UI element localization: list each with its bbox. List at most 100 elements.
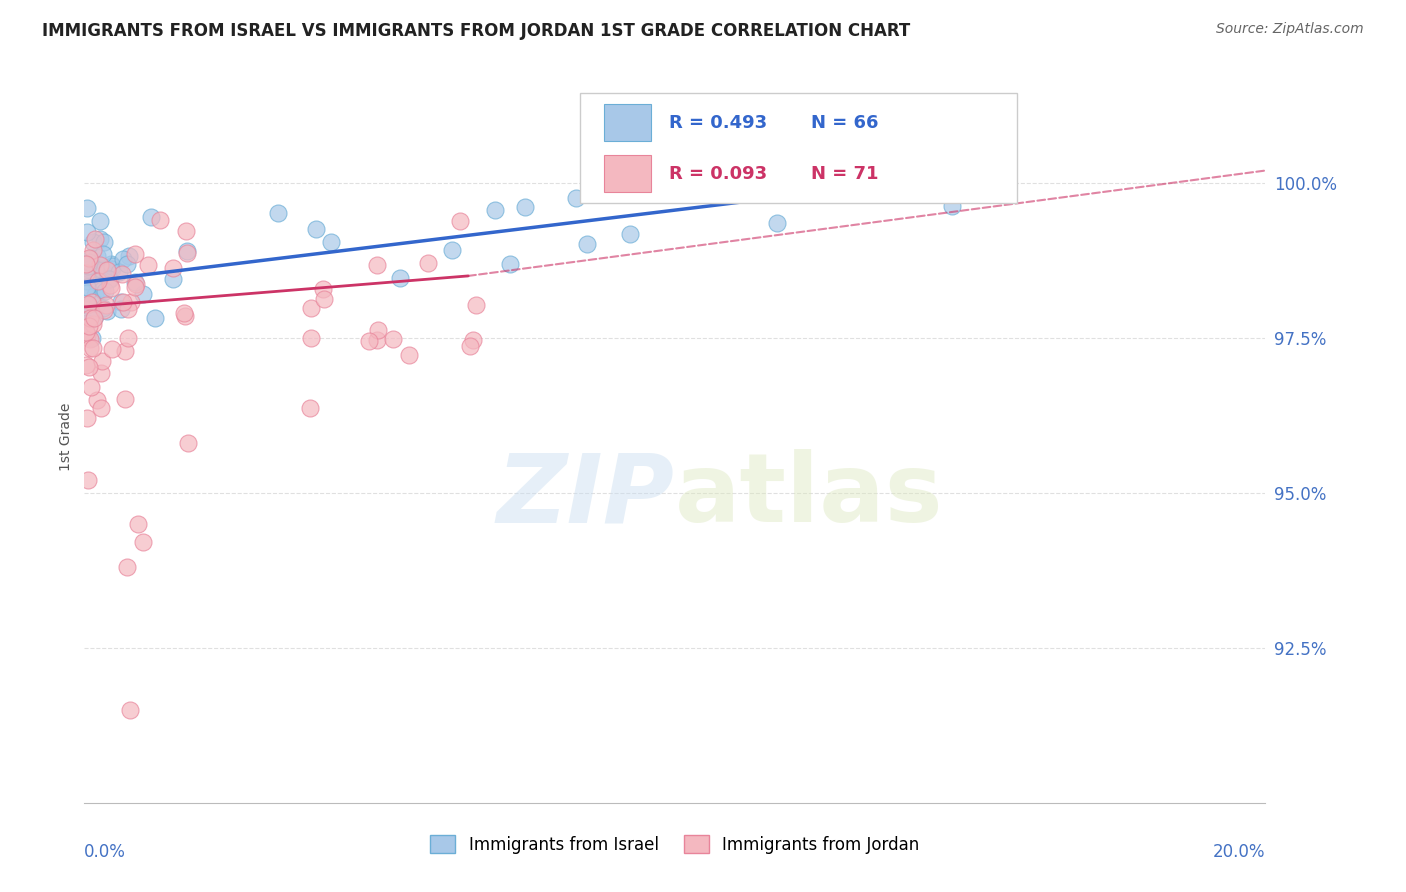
Point [89,213,111,227]
Point [735,171,758,186]
Point [176,436,198,450]
Point [357,334,380,348]
Point [79,254,101,268]
Point [162,260,184,275]
Point [82,331,104,345]
Point [76,298,98,312]
Point [267,206,290,220]
Point [132,535,155,549]
Point [299,331,322,345]
Point [87,274,110,288]
Point [77,259,100,273]
Point [82,243,104,257]
Point [96,304,118,318]
Text: N = 66: N = 66 [811,113,879,131]
Point [82,235,104,250]
Point [86,261,108,276]
Point [100,281,122,295]
Point [513,200,536,214]
FancyBboxPatch shape [581,94,1018,203]
Point [77,251,100,265]
Text: Source: ZipAtlas.com: Source: ZipAtlas.com [1216,22,1364,37]
Text: R = 0.493: R = 0.493 [669,113,768,131]
Point [176,244,198,258]
Point [735,147,758,161]
FancyBboxPatch shape [605,104,651,141]
Point [79,341,101,355]
Y-axis label: 1st Grade: 1st Grade [59,403,73,471]
Point [115,257,138,271]
Point [94,285,117,299]
Text: N = 71: N = 71 [811,165,879,183]
Point [94,298,117,312]
Point [91,301,114,316]
Text: R = 0.093: R = 0.093 [669,165,768,183]
Point [90,366,112,380]
Point [162,272,184,286]
Point [312,292,335,306]
Point [76,286,98,301]
Point [90,262,112,277]
Text: 0.0%: 0.0% [84,843,127,861]
Point [499,257,522,271]
Point [124,275,146,289]
Point [100,261,122,276]
Point [82,341,104,355]
Point [112,295,135,310]
Point [460,339,482,353]
FancyBboxPatch shape [605,155,651,192]
Point [619,227,641,241]
Point [463,333,485,347]
Point [121,295,143,310]
Point [75,266,97,280]
Point [576,237,599,252]
Point [79,252,101,266]
Text: 20.0%: 20.0% [1213,843,1265,861]
Point [398,349,420,363]
Point [76,297,98,311]
Point [76,226,98,240]
Point [91,354,114,368]
Point [77,360,100,375]
Point [75,257,97,271]
Point [440,244,463,258]
Point [90,283,112,297]
Point [76,274,98,288]
Point [84,288,107,302]
Point [312,282,335,296]
Point [76,280,98,294]
Point [136,258,159,272]
Point [305,222,328,236]
Point [97,272,120,286]
Point [75,359,97,373]
Point [79,332,101,346]
Point [76,328,98,343]
Point [86,249,108,263]
Point [149,213,172,227]
Point [141,211,163,225]
Point [124,246,146,260]
Point [89,258,111,272]
Point [84,275,107,289]
Point [77,261,100,276]
Point [108,265,131,279]
Point [96,265,118,279]
Point [112,252,135,266]
Point [114,343,136,358]
Text: atlas: atlas [675,449,943,542]
Point [811,146,834,161]
Point [83,310,105,324]
Point [96,263,118,277]
Point [381,332,404,346]
Point [84,232,107,246]
Point [117,331,139,345]
Point [416,256,439,270]
Point [86,297,108,311]
Point [111,267,134,281]
Point [110,295,132,310]
Point [89,232,111,246]
Point [388,271,411,285]
Point [100,259,122,273]
Point [83,311,105,326]
Text: ZIP: ZIP [496,449,675,542]
